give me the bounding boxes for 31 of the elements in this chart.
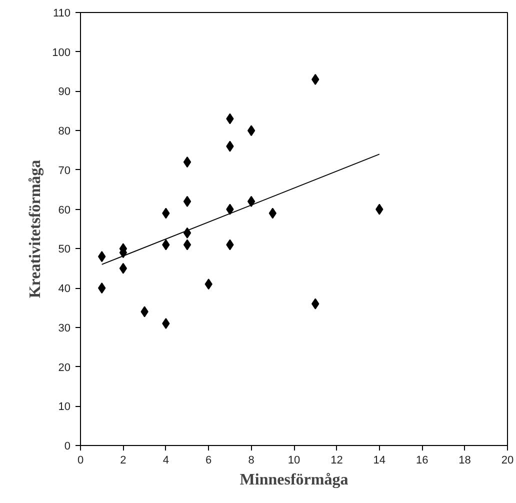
y-tick-label: 10: [58, 401, 71, 414]
y-tick-label: 30: [58, 322, 71, 334]
x-tick-label: 0: [77, 454, 84, 466]
y-tick-label: 20: [58, 362, 71, 374]
y-tick-label: 50: [58, 244, 71, 256]
x-tick-label: 6: [206, 454, 212, 466]
x-tick-label: 12: [330, 454, 343, 466]
y-tick-label: 60: [58, 204, 71, 216]
y-tick-label: 100: [52, 46, 71, 59]
x-tick-label: 16: [416, 454, 428, 466]
point: [183, 239, 192, 250]
point: [247, 125, 256, 136]
x-tick-label: 4: [162, 454, 169, 466]
x-axis-title: Minnesförmåga: [240, 472, 348, 488]
y-tick-label: 70: [58, 164, 71, 177]
y-axis-title: Kreativitetsförmåga: [27, 160, 44, 298]
y-tick-label: 80: [58, 126, 71, 138]
y-tick-label: 90: [58, 86, 71, 98]
point: [247, 196, 256, 207]
x-tick-label: 14: [373, 454, 386, 466]
y-tick-label: 110: [52, 8, 71, 20]
x-tick-label: 2: [120, 454, 126, 466]
point: [119, 262, 128, 274]
x-tick-label: 10: [288, 454, 300, 466]
y-tick-label: 0: [64, 440, 71, 452]
y-tick-label: 40: [58, 283, 71, 296]
x-tick-label: 8: [248, 454, 254, 466]
point: [183, 156, 192, 168]
x-tick-label: 20: [501, 454, 514, 466]
x-tick-label: 18: [458, 454, 471, 466]
point: [183, 196, 192, 207]
